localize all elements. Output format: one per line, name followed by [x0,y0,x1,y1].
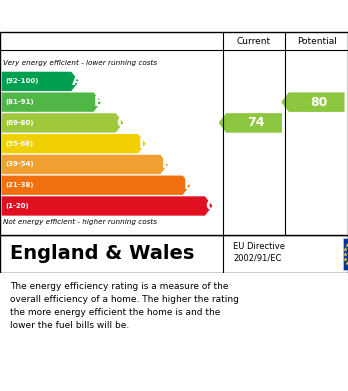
Polygon shape [2,196,213,216]
Text: C: C [117,116,127,130]
Text: F: F [184,178,193,192]
Text: Energy Efficiency Rating: Energy Efficiency Rating [10,7,239,25]
Text: Current: Current [237,37,271,46]
Text: (55-68): (55-68) [5,141,33,147]
Text: The energy efficiency rating is a measure of the
overall efficiency of a home. T: The energy efficiency rating is a measur… [10,282,239,330]
Text: England & Wales: England & Wales [10,244,195,264]
Text: EU Directive
2002/91/EC: EU Directive 2002/91/EC [233,242,285,262]
Polygon shape [2,93,101,112]
Polygon shape [281,92,345,112]
Bar [343,239,348,269]
Polygon shape [219,113,282,133]
Polygon shape [2,176,190,195]
Text: G: G [205,199,216,213]
Polygon shape [2,113,124,133]
Polygon shape [2,155,168,174]
Text: 74: 74 [247,117,265,129]
Text: E: E [161,158,171,171]
Text: Not energy efficient - higher running costs: Not energy efficient - higher running co… [3,219,158,225]
Polygon shape [2,72,79,91]
Text: B: B [94,95,105,109]
Text: (92-100): (92-100) [5,78,39,84]
Text: (39-54): (39-54) [5,161,34,167]
Text: Potential: Potential [297,37,337,46]
Text: (69-80): (69-80) [5,120,34,126]
Text: (81-91): (81-91) [5,99,34,105]
Polygon shape [2,134,146,153]
Text: A: A [72,74,82,88]
Text: (21-38): (21-38) [5,182,34,188]
Text: Very energy efficient - lower running costs: Very energy efficient - lower running co… [3,59,158,66]
Text: (1-20): (1-20) [5,203,29,209]
Text: D: D [138,137,150,151]
Text: 80: 80 [310,96,328,109]
